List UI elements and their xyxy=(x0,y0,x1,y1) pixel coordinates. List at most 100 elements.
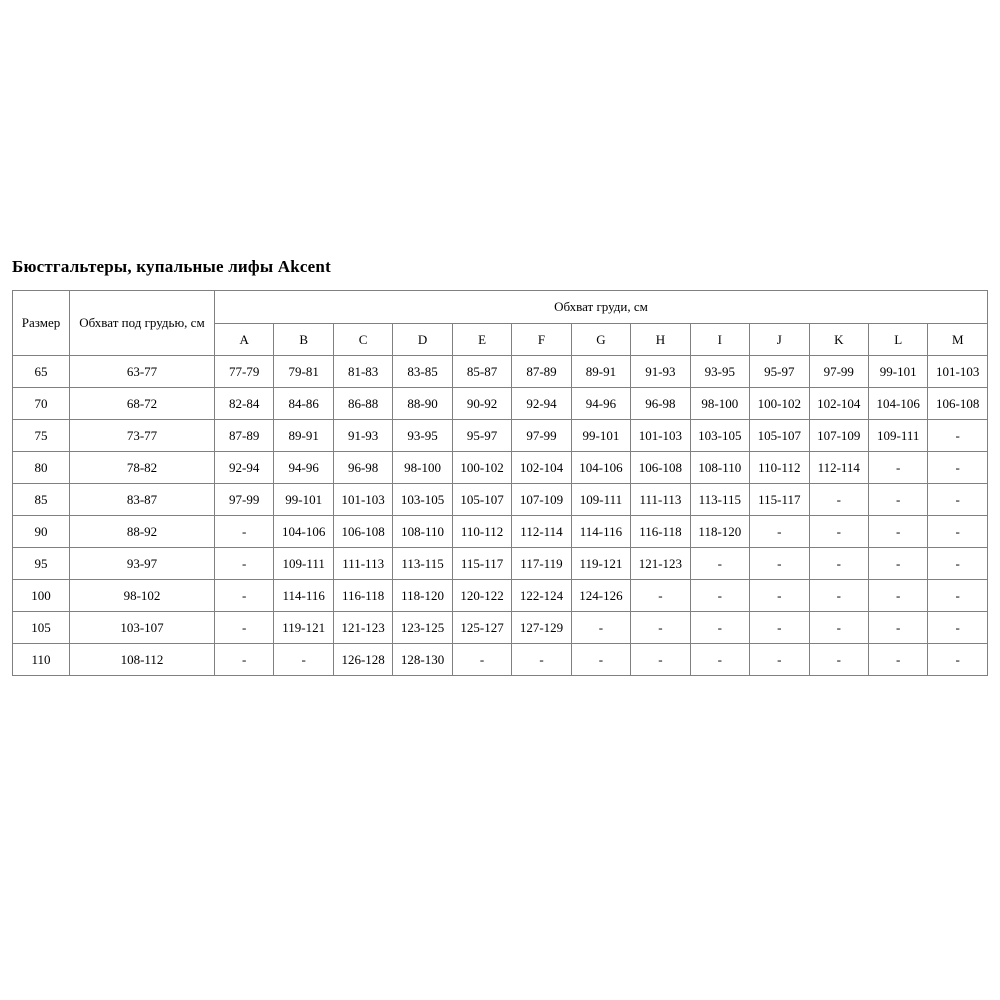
header-cup-d: D xyxy=(392,323,453,356)
cell-bust-range: 106-108 xyxy=(630,451,691,484)
header-cup-k: K xyxy=(808,323,869,356)
header-cup-i: I xyxy=(689,323,751,356)
cell-bust-range: 85-87 xyxy=(451,355,513,388)
header-cup-l: L xyxy=(867,323,929,356)
cell-bust-range: - xyxy=(630,579,691,612)
page-title: Бюстгальтеры, купальные лифы Akcent xyxy=(12,257,331,276)
cell-bust-range: 114-116 xyxy=(273,579,334,612)
cell-bust-range: 105-107 xyxy=(749,419,810,452)
cell-bust-range: 101-103 xyxy=(927,355,988,388)
header-cup-g: G xyxy=(570,323,632,356)
table-row: 100 98-102-114-116 116-118 118-120 120-122 12… xyxy=(12,579,988,612)
cell-underbust: 108-112 xyxy=(69,643,215,676)
cell-bust-range: 124-126 xyxy=(570,579,632,612)
cell-bust-range: - xyxy=(689,579,751,612)
cell-bust-range: 95-97 xyxy=(749,355,810,388)
header-cup-e: E xyxy=(451,323,513,356)
cell-bust-range: 100-102 xyxy=(451,451,513,484)
cell-bust-range: 97-99 xyxy=(808,355,869,388)
cell-bust-range: - xyxy=(749,643,810,676)
cell-bust-range: 110-112 xyxy=(451,515,513,548)
cell-bust-range: 99-101 xyxy=(867,355,929,388)
table-row: 95 93-97-109-111 111-113 113-115 115-117 117-… xyxy=(12,547,988,580)
cell-bust-range: 117-119 xyxy=(511,547,572,580)
table-row: 90 88-92-104-106 106-108 108-110 110-112 112-… xyxy=(12,515,988,548)
header-cup-b: B xyxy=(273,323,334,356)
cell-bust-range: 87-89 xyxy=(511,355,572,388)
header-cup-f: F xyxy=(511,323,572,356)
cell-bust-range: 103-105 xyxy=(689,419,751,452)
cell-bust-range: - xyxy=(213,611,275,644)
cell-bust-range: - xyxy=(867,611,929,644)
cell-bust-range: 100-102 xyxy=(749,387,810,420)
cell-bust-range: 105-107 xyxy=(451,483,513,516)
cell-bust-range: 104-106 xyxy=(570,451,632,484)
cell-size: 90 xyxy=(12,515,70,548)
table-row: 70 68-72 82-84 84-86 86-88 88-90 90-92 92-94 94-… xyxy=(12,387,988,420)
cell-bust-range: 127-129 xyxy=(511,611,572,644)
cell-bust-range: - xyxy=(867,547,929,580)
cell-bust-range: 96-98 xyxy=(630,387,691,420)
cell-bust-range: 93-95 xyxy=(392,419,453,452)
cell-bust-range: 104-106 xyxy=(867,387,929,420)
cell-bust-range: - xyxy=(630,643,691,676)
cell-bust-range: 113-115 xyxy=(689,483,751,516)
cell-bust-range: 95-97 xyxy=(451,419,513,452)
cell-bust-range: 119-121 xyxy=(570,547,632,580)
cell-bust-range: 101-103 xyxy=(630,419,691,452)
cell-bust-range: - xyxy=(927,547,988,580)
cell-bust-range: - xyxy=(927,579,988,612)
cell-bust-range: - xyxy=(749,611,810,644)
cell-bust-range: - xyxy=(808,643,869,676)
cell-bust-range: 113-115 xyxy=(392,547,453,580)
cell-bust-range: 96-98 xyxy=(332,451,394,484)
cell-bust-range: 121-123 xyxy=(332,611,394,644)
table-row: 105 103-107-119-121 121-123 123-125 125-127 1… xyxy=(12,611,988,644)
header-size: Размер xyxy=(12,290,70,356)
cell-bust-range: - xyxy=(451,643,513,676)
cell-underbust: 93-97 xyxy=(69,547,215,580)
cell-bust-range: 121-123 xyxy=(630,547,691,580)
cell-bust-range: 107-109 xyxy=(511,483,572,516)
cell-bust-range: 98-100 xyxy=(689,387,751,420)
cell-bust-range: 108-110 xyxy=(689,451,751,484)
cell-bust-range: 120-122 xyxy=(451,579,513,612)
cell-bust-range: 88-90 xyxy=(392,387,453,420)
header-cup-a: A xyxy=(213,323,275,356)
cell-bust-range: 119-121 xyxy=(273,611,334,644)
cell-bust-range: 77-79 xyxy=(213,355,275,388)
cell-bust-range: 94-96 xyxy=(570,387,632,420)
cell-bust-range: 90-92 xyxy=(451,387,513,420)
cell-bust-range: - xyxy=(927,515,988,548)
size-chart-header: Размер Обхват под грудью, см Обхват груд… xyxy=(12,290,988,356)
cell-bust-range: - xyxy=(808,547,869,580)
group-header-row: Размер Обхват под грудью, см Обхват груд… xyxy=(12,290,988,356)
cell-bust-range: - xyxy=(927,419,988,452)
cell-bust-range: 97-99 xyxy=(511,419,572,452)
cell-bust-range: 99-101 xyxy=(273,483,334,516)
cell-bust-range: - xyxy=(213,515,275,548)
cell-size: 70 xyxy=(12,387,70,420)
cell-bust-range: 111-113 xyxy=(630,483,691,516)
cell-bust-range: 114-116 xyxy=(570,515,632,548)
cell-underbust: 103-107 xyxy=(69,611,215,644)
page: Бюстгальтеры, купальные лифы Akcent Разм… xyxy=(12,257,988,676)
cell-bust-range: 86-88 xyxy=(332,387,394,420)
table-row: 110 108-112- -126-128 128-130- - - - - - - - - xyxy=(12,643,988,676)
cell-bust-range: - xyxy=(213,579,275,612)
cell-bust-range: - xyxy=(927,451,988,484)
cell-bust-range: 103-105 xyxy=(392,483,453,516)
header-cup-h: H xyxy=(630,323,691,356)
cell-bust-range: 79-81 xyxy=(273,355,334,388)
table-row: 80 78-82 92-94 94-96 96-98 98-100 100-102 102-1… xyxy=(12,451,988,484)
cell-bust-range: 115-117 xyxy=(451,547,513,580)
header-cup-j: J xyxy=(749,323,810,356)
cell-bust-range: - xyxy=(689,547,751,580)
size-chart-table: Размер Обхват под грудью, см Обхват груд… xyxy=(12,290,988,676)
cell-size: 110 xyxy=(12,643,70,676)
cell-underbust: 98-102 xyxy=(69,579,215,612)
cell-bust-range: 112-114 xyxy=(511,515,572,548)
cell-bust-range: 109-111 xyxy=(867,419,929,452)
cell-bust-range: 106-108 xyxy=(927,387,988,420)
